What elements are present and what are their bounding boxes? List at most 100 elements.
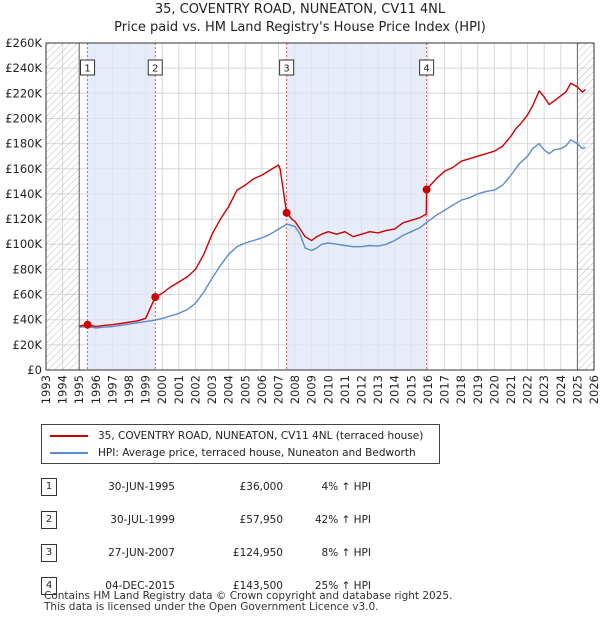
plot-frame xyxy=(45,42,595,371)
sale-price: £57,950 xyxy=(239,513,283,526)
x-tick-label: 1999 xyxy=(139,375,153,404)
y-tick-label: £100K xyxy=(5,237,42,251)
series-line-property xyxy=(79,82,587,328)
footer: Contains HM Land Registry data © Crown c… xyxy=(44,591,452,613)
sale-label-box: 4 xyxy=(419,59,435,76)
sale-shaded-band xyxy=(286,43,427,370)
sale-price: £36,000 xyxy=(239,480,283,493)
sale-point xyxy=(151,293,160,302)
x-tick-label: 2020 xyxy=(487,375,501,404)
y-tick-label: £220K xyxy=(5,86,42,100)
x-tick-label: 2012 xyxy=(355,375,369,404)
x-tick-label: 2026 xyxy=(587,375,600,404)
legend-swatch-property xyxy=(50,435,88,437)
x-tick-label: 2018 xyxy=(454,375,468,404)
sale-number-badge: 3 xyxy=(41,543,57,562)
sale-label-frame xyxy=(279,59,295,76)
x-tick-label: 1996 xyxy=(89,375,103,404)
sale-label-box: 3 xyxy=(279,59,295,76)
sale-hpi-diff: 4% ↑ HPI xyxy=(321,480,371,493)
legend: 35, COVENTRY ROAD, NUNEATON, CV11 4NL (t… xyxy=(41,424,440,464)
x-tick-label: 2003 xyxy=(205,375,219,404)
y-tick-label: £0 xyxy=(27,363,42,377)
y-tick-label: £120K xyxy=(5,212,42,226)
y-tick-label: £260K xyxy=(5,36,42,50)
sale-date: 27-JUN-2007 xyxy=(108,546,175,559)
x-tick-label: 2008 xyxy=(288,375,302,404)
chart-subtitle: Price paid vs. HM Land Registry's House … xyxy=(114,20,486,35)
x-tick-label: 2023 xyxy=(537,375,551,404)
transactions-table: 1 30-JUN-1995 £36,000 4% ↑ HPI 2 30-JUL-… xyxy=(41,470,371,602)
sale-label-box: 2 xyxy=(147,59,163,76)
sale-shaded-band xyxy=(87,43,156,370)
x-tick-label: 2025 xyxy=(570,375,584,404)
y-tick-label: £180K xyxy=(5,137,42,151)
sale-label-number: 4 xyxy=(423,64,429,75)
footer-copyright: Contains HM Land Registry data © Crown c… xyxy=(44,590,453,602)
footer-licence: This data is licensed under the Open Gov… xyxy=(44,601,379,613)
y-tick-label: £60K xyxy=(13,288,43,302)
sale-number-badge: 4 xyxy=(41,576,57,595)
x-tick-label: 2024 xyxy=(554,375,568,404)
x-tick-label: 1993 xyxy=(39,375,53,404)
x-tick-label: 2016 xyxy=(421,375,435,404)
y-tick-label: £20K xyxy=(13,338,43,352)
x-tick-label: 1994 xyxy=(56,375,70,404)
x-tick-label: 1998 xyxy=(122,375,136,404)
x-tick-label: 2002 xyxy=(188,375,202,404)
table-row: 1 30-JUN-1995 £36,000 4% ↑ HPI xyxy=(41,470,371,503)
sale-date: 30-JUN-1995 xyxy=(108,480,175,493)
sale-price: £143,500 xyxy=(232,579,283,592)
sale-point xyxy=(422,185,431,194)
x-tick-label: 2007 xyxy=(271,375,285,404)
legend-item-property: 35, COVENTRY ROAD, NUNEATON, CV11 4NL (t… xyxy=(50,428,423,444)
hatched-region xyxy=(46,43,80,370)
x-tick-label: 2015 xyxy=(404,375,418,404)
legend-label-hpi: HPI: Average price, terraced house, Nune… xyxy=(98,447,416,459)
sale-label-frame xyxy=(147,59,163,76)
sale-hpi-diff: 8% ↑ HPI xyxy=(321,546,371,559)
x-tick-label: 2006 xyxy=(255,375,269,404)
x-tick-label: 2021 xyxy=(504,375,518,404)
x-tick-label: 2014 xyxy=(388,375,402,404)
table-row: 4 04-DEC-2015 £143,500 25% ↑ HPI xyxy=(41,569,371,602)
x-tick-label: 2013 xyxy=(371,375,385,404)
sale-date: 04-DEC-2015 xyxy=(105,579,175,592)
chart-title: 35, COVENTRY ROAD, NUNEATON, CV11 4NL xyxy=(154,2,446,17)
legend-label-property: 35, COVENTRY ROAD, NUNEATON, CV11 4NL (t… xyxy=(98,430,424,442)
sale-date: 30-JUL-1999 xyxy=(110,513,175,526)
sale-price: £124,950 xyxy=(232,546,283,559)
series-line-hpi xyxy=(79,139,586,329)
x-tick-label: 2009 xyxy=(305,375,319,404)
y-tick-label: £40K xyxy=(13,313,43,327)
sale-label-number: 3 xyxy=(283,64,289,75)
sale-point xyxy=(83,320,92,329)
sale-hpi-diff: 42% ↑ HPI xyxy=(314,513,371,526)
sale-number-badge: 1 xyxy=(41,477,57,496)
table-row: 3 27-JUN-2007 £124,950 8% ↑ HPI xyxy=(41,536,371,569)
y-tick-label: £240K xyxy=(5,61,42,75)
table-row: 2 30-JUL-1999 £57,950 42% ↑ HPI xyxy=(41,503,371,536)
x-tick-label: 2004 xyxy=(222,375,236,404)
sale-label-number: 1 xyxy=(84,64,90,75)
sale-point xyxy=(282,208,291,217)
x-tick-label: 2011 xyxy=(338,375,352,404)
y-tick-label: £160K xyxy=(5,162,42,176)
y-tick-label: £200K xyxy=(5,111,42,125)
y-tick-label: £140K xyxy=(5,187,42,201)
x-tick-label: 2005 xyxy=(238,375,252,404)
x-tick-label: 1995 xyxy=(72,375,86,404)
sale-hpi-diff: 25% ↑ HPI xyxy=(314,579,371,592)
price-chart: 1 2 3 4 £0 £20K £40K £60K £80K £100K £120K £140K £16… xyxy=(5,36,600,404)
hatched-region xyxy=(577,43,594,370)
x-tick-label: 2000 xyxy=(155,375,169,404)
x-tick-label: 2019 xyxy=(471,375,485,404)
legend-swatch-hpi xyxy=(50,452,88,454)
sale-label-frame xyxy=(419,59,435,76)
x-tick-label: 1997 xyxy=(105,375,119,404)
x-tick-label: 2001 xyxy=(172,375,186,404)
sale-label-frame xyxy=(80,59,96,76)
legend-item-hpi: HPI: Average price, terraced house, Nune… xyxy=(50,445,416,461)
x-tick-label: 2017 xyxy=(438,375,452,404)
sale-number-badge: 2 xyxy=(41,510,57,529)
